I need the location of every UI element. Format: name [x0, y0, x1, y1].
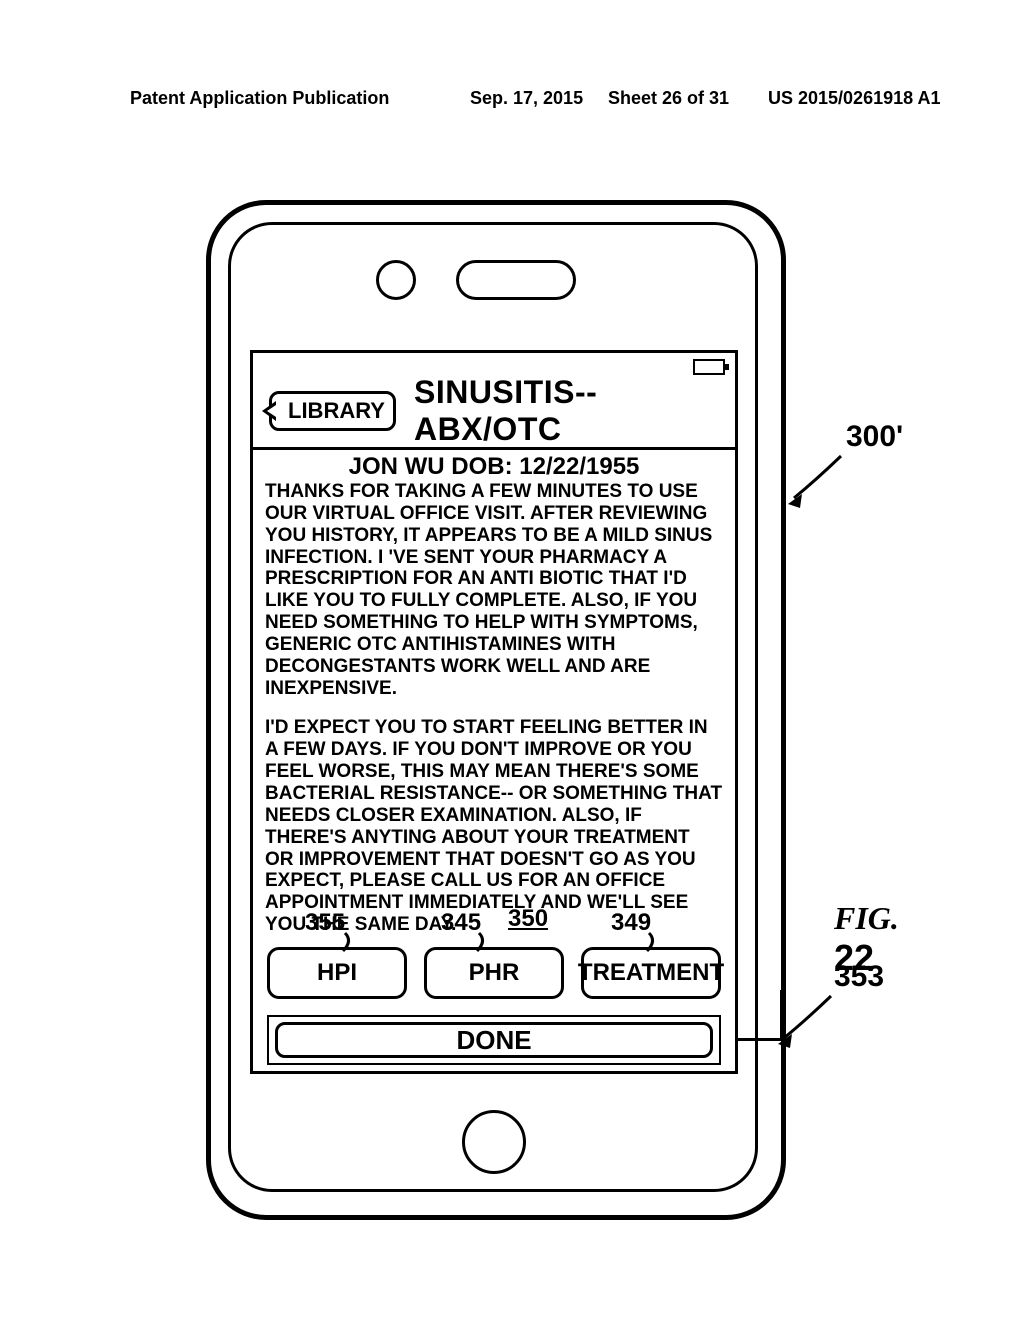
swoosh-300	[786, 450, 866, 530]
ref-num-345: 345	[441, 909, 481, 937]
publication-number: US 2015/0261918 A1	[768, 88, 940, 109]
battery-icon	[693, 359, 725, 375]
phr-button[interactable]: PHR	[424, 947, 564, 999]
ref-num-300: 300'	[846, 420, 903, 454]
treatment-button-label: TREATMENT	[578, 959, 724, 987]
swoosh-353	[776, 990, 846, 1060]
library-back-button[interactable]: LIBRARY	[269, 391, 396, 431]
figure-label-prefix: FIG.	[834, 900, 899, 936]
lead-line-353-v	[780, 990, 783, 1040]
home-button-icon[interactable]	[462, 1110, 526, 1174]
ref-num-349: 349	[611, 909, 651, 937]
publication-date: Sep. 17, 2015	[470, 88, 583, 109]
done-button-container: DONE	[267, 1015, 721, 1065]
screen-title: SINUSITIS--ABX/OTC	[414, 374, 725, 448]
done-button-label: DONE	[456, 1025, 531, 1056]
ref-num-350: 350	[508, 905, 548, 933]
divider	[253, 447, 735, 450]
phone-screen: LIBRARY SINUSITIS--ABX/OTC JON WU DOB: 1…	[250, 350, 738, 1074]
phr-button-label: PHR	[469, 959, 520, 987]
figure-22: LIBRARY SINUSITIS--ABX/OTC JON WU DOB: 1…	[206, 200, 818, 1230]
sheet-number: Sheet 26 of 31	[608, 88, 729, 109]
message-body: THANKS FOR TAKING A FEW MINUTES TO USE O…	[265, 481, 723, 954]
message-paragraph-1: THANKS FOR TAKING A FEW MINUTES TO USE O…	[265, 481, 723, 699]
message-paragraph-2: I'D EXPECT YOU TO START FEELING BETTER I…	[265, 717, 723, 935]
speaker-icon	[456, 260, 576, 300]
action-button-row: HPI PHR TREATMENT	[267, 947, 721, 999]
ref-num-353: 353	[834, 960, 884, 994]
title-row: LIBRARY SINUSITIS--ABX/OTC	[269, 387, 725, 435]
treatment-button[interactable]: TREATMENT	[581, 947, 721, 999]
hpi-button-label: HPI	[317, 959, 357, 987]
patient-info: JON WU DOB: 12/22/1955	[253, 453, 735, 481]
publication-label: Patent Application Publication	[130, 88, 389, 109]
ref-num-355: 355	[305, 909, 345, 937]
sensor-icon	[376, 260, 416, 300]
lead-line-353-h	[738, 1038, 782, 1041]
library-button-label: LIBRARY	[288, 398, 385, 423]
done-button[interactable]: DONE	[275, 1022, 713, 1058]
hpi-button[interactable]: HPI	[267, 947, 407, 999]
